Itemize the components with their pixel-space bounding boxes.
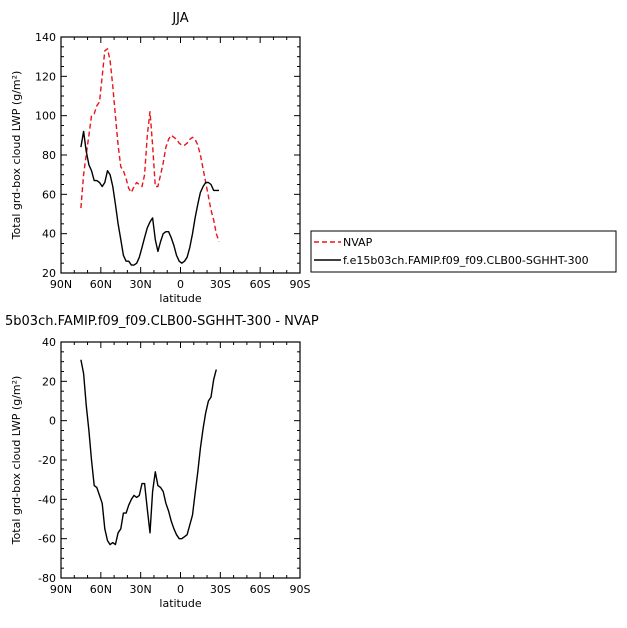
- plot-frame: [60, 341, 301, 579]
- y-tick-label: 40: [42, 336, 56, 349]
- y-tick-label: -80: [38, 572, 56, 585]
- y-tick-label: 120: [35, 70, 56, 83]
- x-tick-label: 0: [177, 583, 184, 596]
- series-line-0: [80, 359, 217, 546]
- legend-box: [310, 230, 617, 273]
- y-tick-label: -40: [38, 493, 56, 506]
- x-tick-label: 90S: [290, 583, 311, 596]
- chart-title: JJA: [171, 11, 188, 26]
- x-tick-label: 60S: [250, 583, 271, 596]
- y-tick-label: 140: [35, 31, 56, 44]
- x-tick-label: 60N: [90, 278, 112, 291]
- y-tick-label: 100: [35, 110, 56, 123]
- y-axis-label: Total grd-box cloud LWP (g/m²): [10, 71, 23, 241]
- y-tick-label: -20: [38, 454, 56, 467]
- x-tick-label: 60N: [90, 583, 112, 596]
- bottom-chart: 5b03ch.FAMIP.f09_f09.CLB00-SGHHT-300 - N…: [5, 314, 319, 610]
- top-chart: JJA 90N 60N 30N 0 30S 60S 90S 20 40 60 80 100 120 140 l…: [10, 11, 311, 305]
- legend-entry: f.e15b03ch.FAMIP.f09_f09.CLB00-SGHHT-300: [343, 254, 589, 267]
- y-tick-label: 0: [49, 415, 56, 428]
- series-line-0: [80, 48, 220, 242]
- y-tick-label: 20: [42, 375, 56, 388]
- y-tick-label: 80: [42, 149, 56, 162]
- x-axis-label: latitude: [159, 597, 201, 610]
- x-tick-label: 30S: [210, 583, 231, 596]
- x-tick-label: 90S: [290, 278, 311, 291]
- y-tick-label: 40: [42, 228, 56, 241]
- x-tick-label: 90N: [50, 278, 72, 291]
- x-tick-label: 90N: [50, 583, 72, 596]
- y-tick-label: 60: [42, 188, 56, 201]
- x-tick-label: 30N: [130, 278, 152, 291]
- x-axis-label: latitude: [159, 292, 201, 305]
- y-axis-label: Total grd-box cloud LWP (g/m²): [10, 376, 23, 546]
- series-line-1: [80, 130, 219, 266]
- legend: NVAP f.e15b03ch.FAMIP.f09_f09.CLB00-SGHHT…: [310, 230, 617, 273]
- x-tick-label: 60S: [250, 278, 271, 291]
- y-tick-label: 20: [42, 267, 56, 280]
- x-tick-label: 30S: [210, 278, 231, 291]
- y-tick-label: -60: [38, 533, 56, 546]
- legend-entry: NVAP: [343, 236, 373, 249]
- plot-frame: [60, 36, 301, 274]
- x-tick-label: 30N: [130, 583, 152, 596]
- chart-title: 5b03ch.FAMIP.f09_f09.CLB00-SGHHT-300 - N…: [5, 314, 319, 329]
- x-tick-label: 0: [177, 278, 184, 291]
